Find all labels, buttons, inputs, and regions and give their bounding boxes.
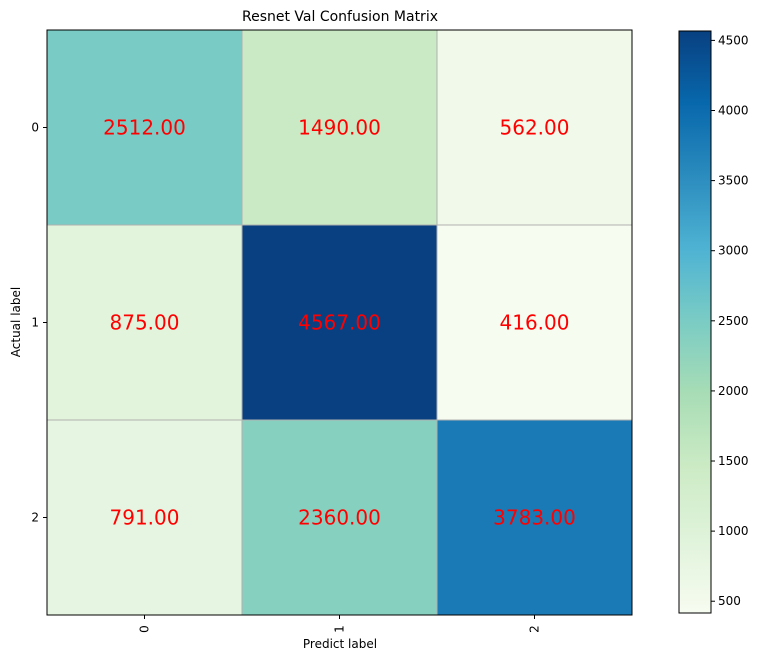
- colorbar-tick-label-2500: 2500: [718, 314, 749, 328]
- cell-value-label-0-0: 2512.00: [103, 116, 186, 140]
- colorbar-tick-label-1000: 1000: [718, 524, 749, 538]
- cell-value-label-0-1: 1490.00: [298, 116, 381, 140]
- cell-value-label-2-0: 791.00: [110, 506, 180, 530]
- y-tick-label-1: 1: [31, 316, 39, 330]
- cell-value-label-1-2: 416.00: [500, 311, 570, 335]
- colorbar-tick-label-500: 500: [718, 594, 741, 608]
- heatmap-cell-2-1: [242, 420, 437, 615]
- heatmap-cell-0-0: [47, 30, 242, 225]
- heatmap-grid: [47, 30, 632, 615]
- cell-value-label-0-2: 562.00: [500, 116, 570, 140]
- x-tick-label-2: 2: [528, 625, 542, 633]
- x-axis-label: Predict label: [303, 637, 377, 651]
- heatmap-cell-1-1: [242, 225, 437, 420]
- colorbar-ticks: 500 1000 1500 2000 2500 3000 3500 4000 4500: [711, 33, 749, 608]
- cell-value-label-1-0: 875.00: [110, 311, 180, 335]
- heatmap-cell-1-2: [437, 225, 632, 420]
- y-tick-label-0: 0: [31, 121, 39, 135]
- colorbar-tick-label-1500: 1500: [718, 454, 749, 468]
- colorbar-tick-label-4500: 4500: [718, 33, 749, 47]
- chart-title: Resnet Val Confusion Matrix: [242, 9, 438, 25]
- cell-value-label-1-1: 4567.00: [298, 311, 381, 335]
- y-axis-ticks: 0 1 2: [31, 121, 47, 525]
- heatmap-cell-labels: 2512.00 1490.00 562.00 875.00 4567.00 416.00 7…: [103, 116, 576, 530]
- cell-value-label-2-1: 2360.00: [298, 506, 381, 530]
- colorbar-tick-label-3500: 3500: [718, 174, 749, 188]
- x-tick-label-0: 0: [138, 625, 152, 633]
- heatmap-cell-2-0: [47, 420, 242, 615]
- colorbar-tick-label-4000: 4000: [718, 103, 749, 117]
- colorbar-tick-label-2000: 2000: [718, 384, 749, 398]
- y-tick-label-2: 2: [31, 511, 39, 525]
- heatmap-cell-0-2: [437, 30, 632, 225]
- colorbar-tick-label-3000: 3000: [718, 244, 749, 258]
- heatmap-cell-2-2: [437, 420, 632, 615]
- cell-value-label-2-2: 3783.00: [493, 506, 576, 530]
- heatmap-cells: [47, 30, 632, 615]
- colorbar: [678, 30, 712, 614]
- heatmap-cell-0-1: [242, 30, 437, 225]
- heatmap-cell-1-0: [47, 225, 242, 420]
- x-axis-ticks: 0 1 2: [138, 615, 542, 633]
- y-axis-label: Actual label: [9, 287, 23, 357]
- x-tick-label-1: 1: [333, 625, 347, 633]
